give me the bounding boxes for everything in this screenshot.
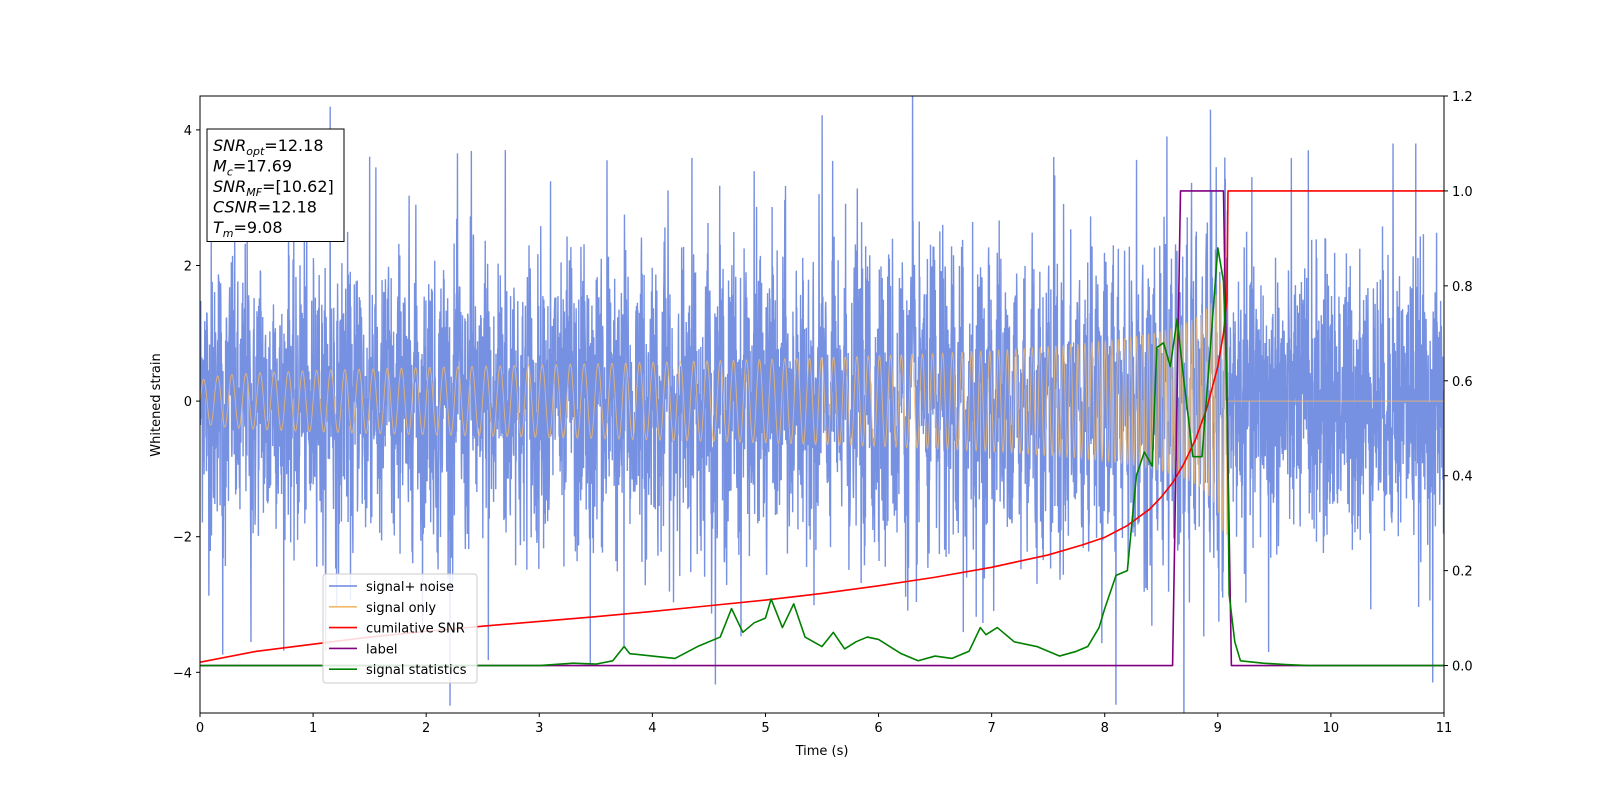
y-right-tick-label: 0.4 [1452, 470, 1473, 485]
info-value: =12.18 [258, 198, 317, 217]
y-right-tick-label: 1.2 [1452, 90, 1473, 105]
info-symbol: T [213, 218, 224, 237]
info-subscript: MF [246, 186, 262, 199]
info-box-line: Mc=17.69 [213, 157, 292, 179]
info-symbol: M [213, 157, 227, 176]
info-box-line: SNRopt=12.18 [213, 136, 324, 158]
series-signal-statistics [200, 247, 1444, 667]
legend-label-cumilative-snr: cumilative SNR [366, 622, 465, 637]
x-axis-title: Time (s) [795, 744, 849, 759]
x-tick-label: 8 [1101, 721, 1109, 736]
info-box-frame [206, 128, 345, 242]
x-tick-label: 1 [309, 721, 317, 736]
x-tick-label: 5 [761, 721, 769, 736]
x-tick-label: 6 [874, 721, 882, 736]
info-subscript: m [223, 227, 234, 240]
legend: signal+ noise signal only cumilative SNR la… [322, 573, 478, 684]
x-tick-label: 9 [1214, 721, 1222, 736]
info-box-line: CSNR=12.18 [213, 198, 317, 217]
legend-label-signal-only: signal only [366, 601, 436, 616]
x-axis: 0 1 2 3 4 5 6 7 8 9 10 11 [196, 713, 1452, 736]
x-tick-label: 4 [648, 721, 656, 736]
info-symbol: SNR [213, 177, 246, 196]
info-value: =[10.62] [262, 177, 334, 196]
legend-label-label: label [366, 642, 397, 657]
y-right-tick-label: 1.0 [1452, 185, 1473, 200]
info-box-line: SNRMF=[10.62] [213, 177, 334, 199]
plot-frame [199, 95, 1445, 714]
x-tick-label: 11 [1436, 721, 1453, 736]
y-right-tick-label: 0.2 [1452, 565, 1473, 580]
y-left-tick-label: −4 [173, 666, 192, 681]
y-axis-left: −4 −2 0 2 4 [173, 124, 200, 681]
info-symbol: CSNR [213, 198, 258, 217]
series-signal-plus-noise [200, 96, 1444, 713]
x-tick-label: 0 [196, 721, 204, 736]
y-right-tick-label: 0.6 [1452, 375, 1473, 390]
y-left-tick-label: −2 [173, 531, 192, 546]
x-tick-label: 7 [987, 721, 995, 736]
series-signal-only [200, 251, 1444, 536]
y-left-tick-label: 4 [184, 124, 192, 139]
y-left-tick-label: 0 [184, 395, 192, 410]
info-symbol: SNR [213, 136, 246, 155]
y-right-tick-label: 0.0 [1452, 660, 1473, 675]
info-value: =9.08 [234, 218, 283, 237]
info-value: =12.18 [264, 136, 323, 155]
x-tick-label: 2 [422, 721, 430, 736]
info-box: SNRopt=12.18Mc=17.69SNRMF=[10.62]CSNR=12… [206, 128, 345, 242]
info-box-line: Tm=9.08 [213, 218, 283, 240]
legend-label-signal-noise: signal+ noise [366, 580, 454, 595]
info-value: =17.69 [233, 157, 292, 176]
y-left-tick-label: 2 [184, 260, 192, 275]
x-tick-label: 3 [535, 721, 543, 736]
legend-frame [322, 573, 478, 684]
y-right-tick-label: 0.8 [1452, 280, 1473, 295]
x-tick-label: 10 [1323, 721, 1340, 736]
legend-label-signal-statistics: signal statistics [366, 663, 467, 678]
info-subscript: opt [246, 145, 265, 158]
y-axis-right: 0.0 0.2 0.4 0.6 0.8 1.0 1.2 [1444, 90, 1473, 675]
info-subscript: c [227, 166, 233, 179]
series-label [200, 190, 1444, 667]
y-axis-title: Whitened strain [149, 353, 164, 456]
